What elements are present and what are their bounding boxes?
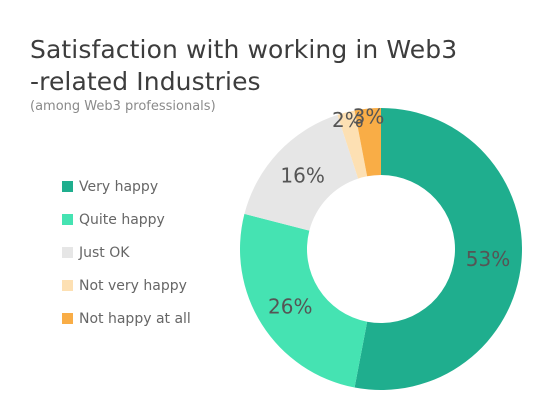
- legend-label: Very happy: [79, 178, 159, 195]
- donut-slice-quite-happy: [240, 213, 368, 388]
- chart-subtitle: (among Web3 professionals): [30, 99, 216, 114]
- legend-swatch: [62, 247, 73, 258]
- legend-item-not-very-happy: Not very happy: [62, 269, 232, 302]
- legend-label: Not very happy: [79, 277, 187, 294]
- legend-swatch: [62, 214, 73, 225]
- legend-item-very-happy: Very happy: [62, 170, 232, 203]
- legend-swatch: [62, 181, 73, 192]
- legend-item-quite-happy: Quite happy: [62, 203, 232, 236]
- legend-label: Just OK: [79, 244, 130, 261]
- legend-swatch: [62, 280, 73, 291]
- slice-value-label: 16%: [280, 163, 324, 187]
- slice-value-label: 2%: [332, 108, 364, 132]
- slice-value-label: 26%: [268, 295, 312, 319]
- legend-label: Not happy at all: [79, 310, 191, 327]
- donut-slice-not-happy-at-all: [354, 108, 381, 177]
- legend-item-not-happy-at-all: Not happy at all: [62, 302, 232, 335]
- legend-label: Quite happy: [79, 211, 165, 228]
- legend: Very happy Quite happy Just OK Not very …: [62, 170, 232, 335]
- donut-slice-just-ok: [244, 114, 359, 231]
- donut-slice-not-very-happy: [337, 110, 368, 179]
- legend-swatch: [62, 313, 73, 324]
- chart-title: Satisfaction with working in Web3 -relat…: [30, 35, 458, 96]
- legend-item-just-ok: Just OK: [62, 236, 232, 269]
- slice-value-label: 53%: [466, 247, 510, 271]
- donut-slice-very-happy: [354, 108, 522, 390]
- slice-value-label: 3%: [353, 105, 385, 129]
